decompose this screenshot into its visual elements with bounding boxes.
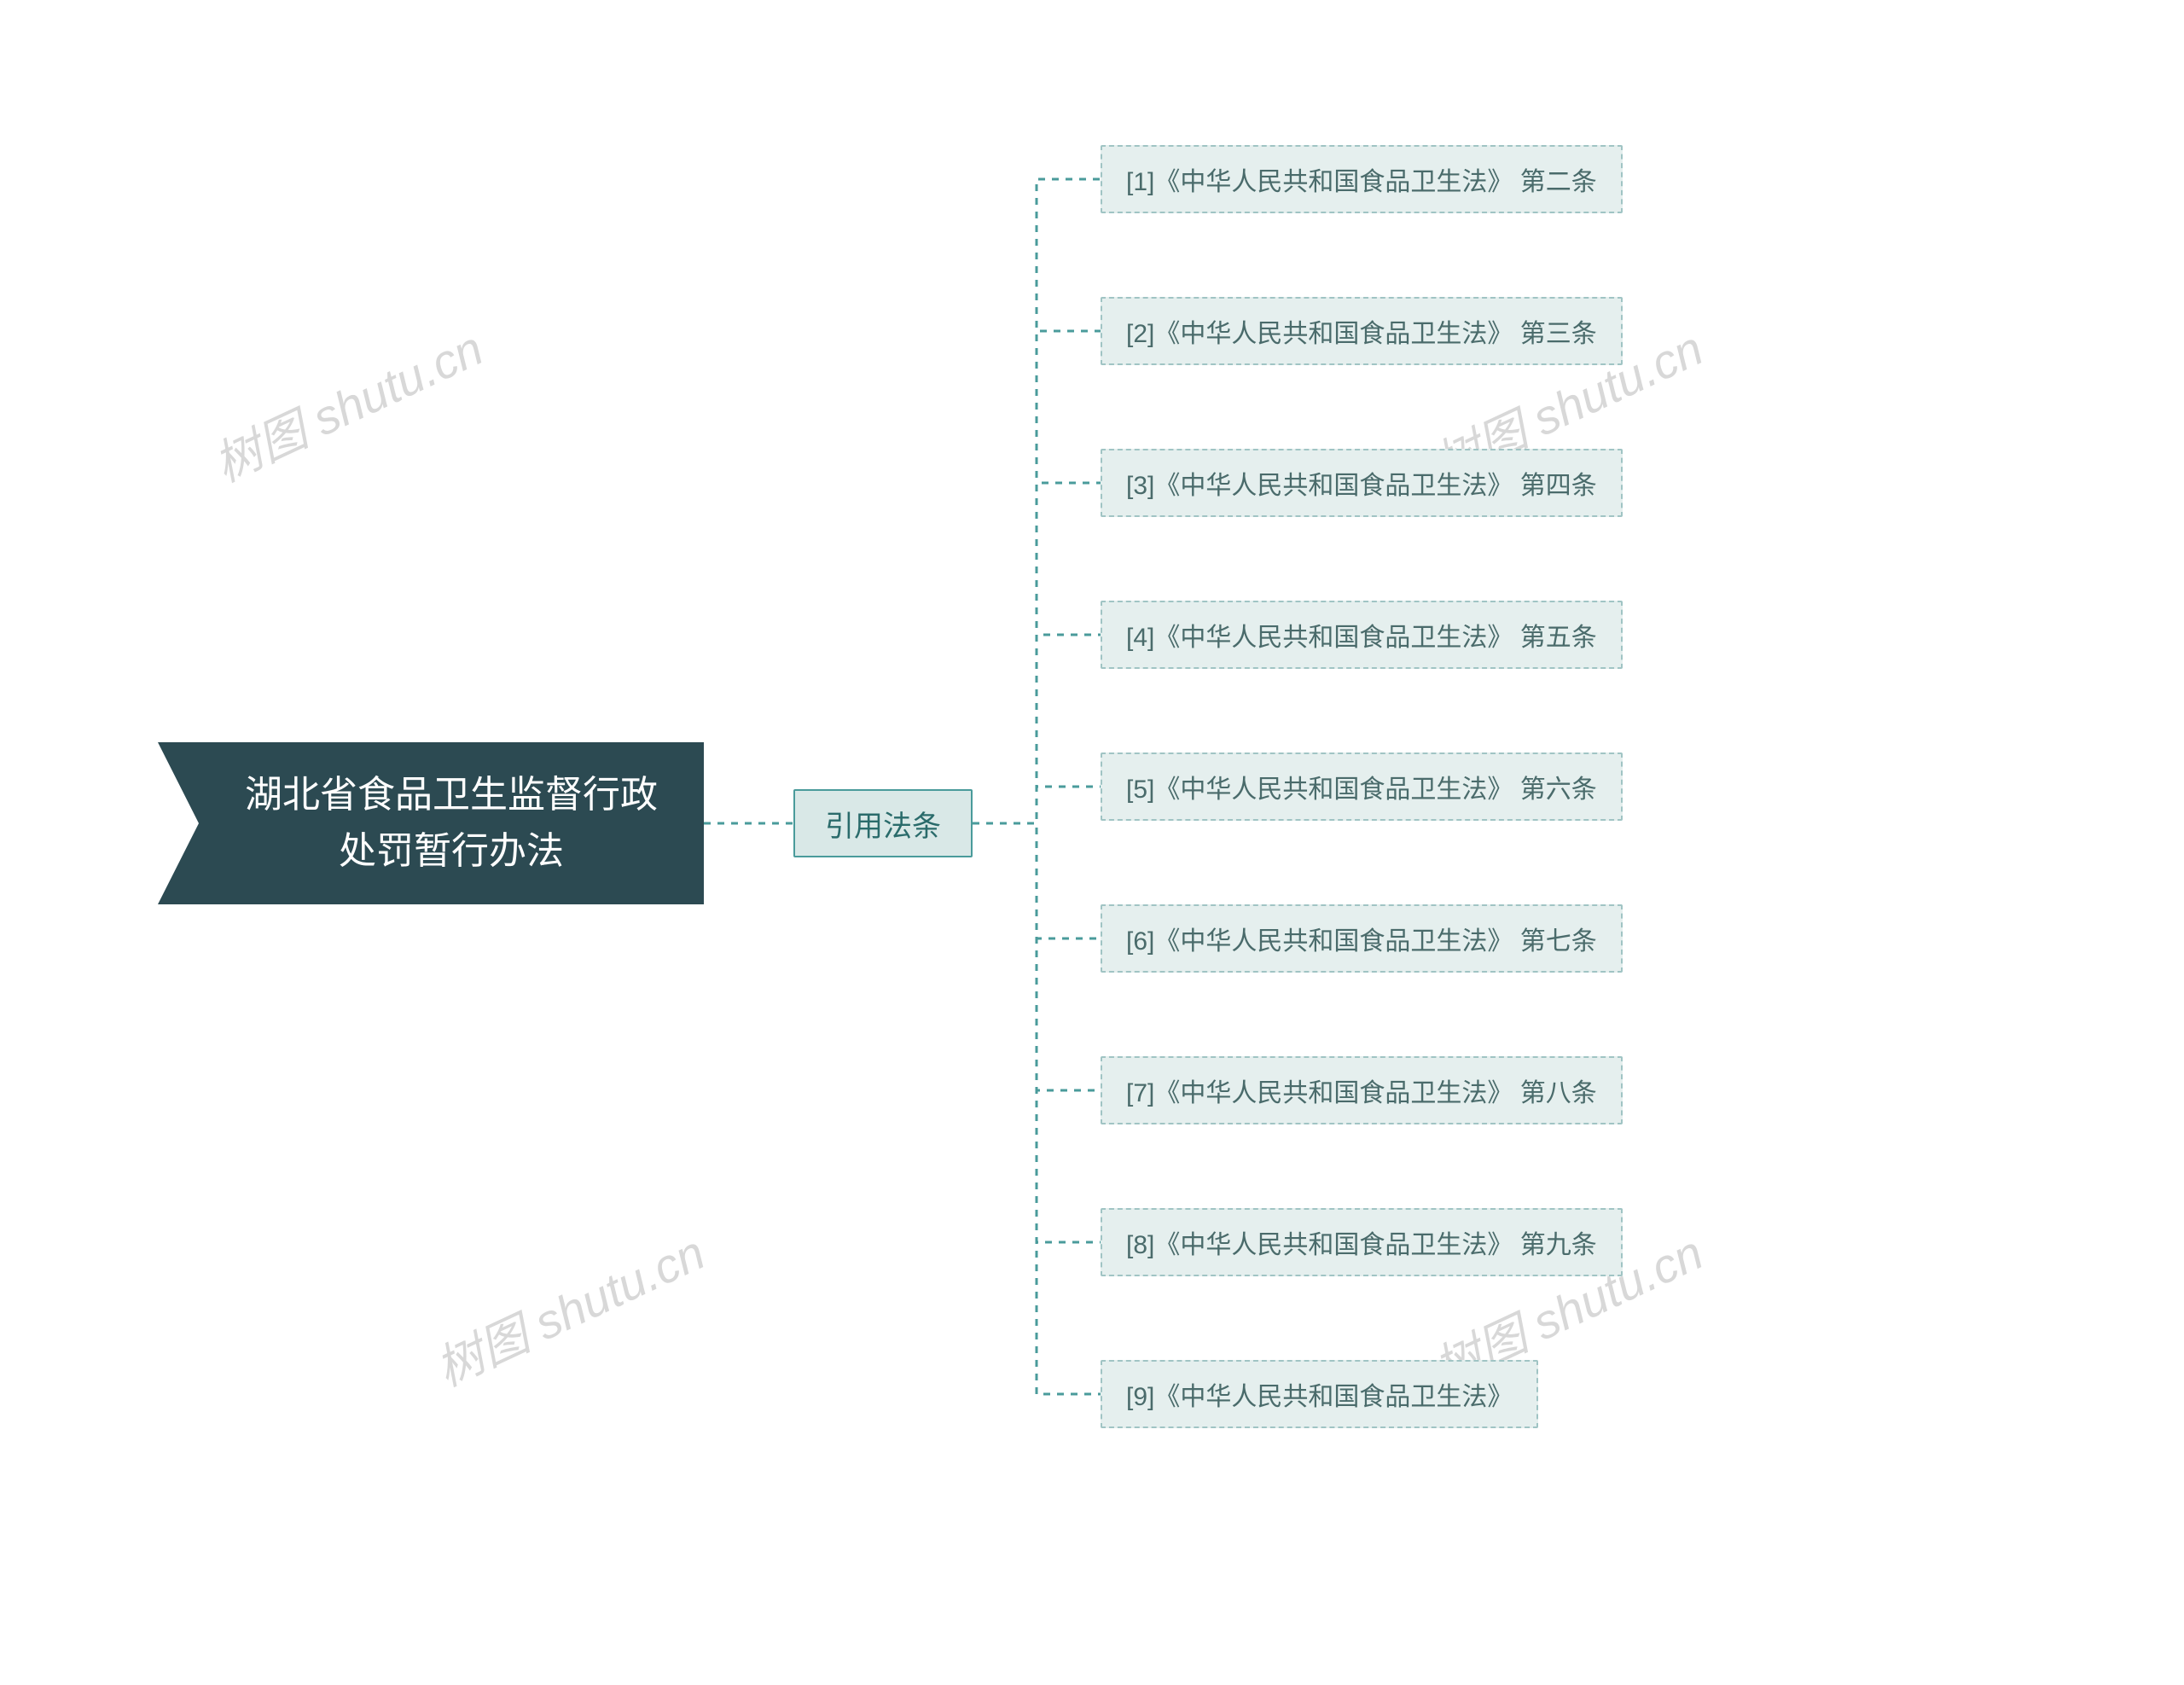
leaf-node: [9]《中华人民共和国食品卫生法》 [1101, 1360, 1538, 1428]
leaf-label: [6]《中华人民共和国食品卫生法》 第七条 [1126, 920, 1597, 957]
leaf-node: [7]《中华人民共和国食品卫生法》 第八条 [1101, 1056, 1623, 1124]
watermark: 树图 shutu.cn [423, 1215, 715, 1400]
leaf-label: [5]《中华人民共和国食品卫生法》 第六条 [1126, 768, 1597, 805]
leaf-node: [8]《中华人民共和国食品卫生法》 第九条 [1101, 1208, 1623, 1276]
leaf-node: [4]《中华人民共和国食品卫生法》 第五条 [1101, 601, 1623, 669]
leaf-node: [6]《中华人民共和国食品卫生法》 第七条 [1101, 904, 1623, 973]
leaf-label: [8]《中华人民共和国食品卫生法》 第九条 [1126, 1223, 1597, 1261]
root-line1: 湖北省食品卫生监督行政 [245, 767, 658, 823]
leaf-label: [2]《中华人民共和国食品卫生法》 第三条 [1126, 312, 1597, 350]
leaf-label: [3]《中华人民共和国食品卫生法》 第四条 [1126, 464, 1597, 502]
branch-label: 引用法条 [825, 803, 941, 845]
leaf-node: [3]《中华人民共和国食品卫生法》 第四条 [1101, 449, 1623, 517]
leaf-node: [2]《中华人民共和国食品卫生法》 第三条 [1101, 297, 1623, 365]
leaf-node: [5]《中华人民共和国食品卫生法》 第六条 [1101, 752, 1623, 821]
root-line2: 处罚暂行办法 [339, 823, 564, 880]
root-node-text: 湖北省食品卫生监督行政 处罚暂行办法 [158, 742, 704, 904]
leaf-label: [1]《中华人民共和国食品卫生法》 第二条 [1126, 160, 1597, 198]
root-node-wrapper: 湖北省食品卫生监督行政 处罚暂行办法 [158, 742, 704, 904]
leaf-label: [4]《中华人民共和国食品卫生法》 第五条 [1126, 616, 1597, 654]
branch-node: 引用法条 [793, 789, 973, 857]
watermark: 树图 shutu.cn [201, 311, 493, 496]
leaf-label: [9]《中华人民共和国食品卫生法》 [1126, 1375, 1513, 1413]
leaf-label: [7]《中华人民共和国食品卫生法》 第八条 [1126, 1072, 1597, 1109]
leaf-node: [1]《中华人民共和国食品卫生法》 第二条 [1101, 145, 1623, 213]
mindmap-canvas: 树图 shutu.cn树图 shutu.cn树图 shutu.cn树图 shut… [0, 0, 2184, 1685]
